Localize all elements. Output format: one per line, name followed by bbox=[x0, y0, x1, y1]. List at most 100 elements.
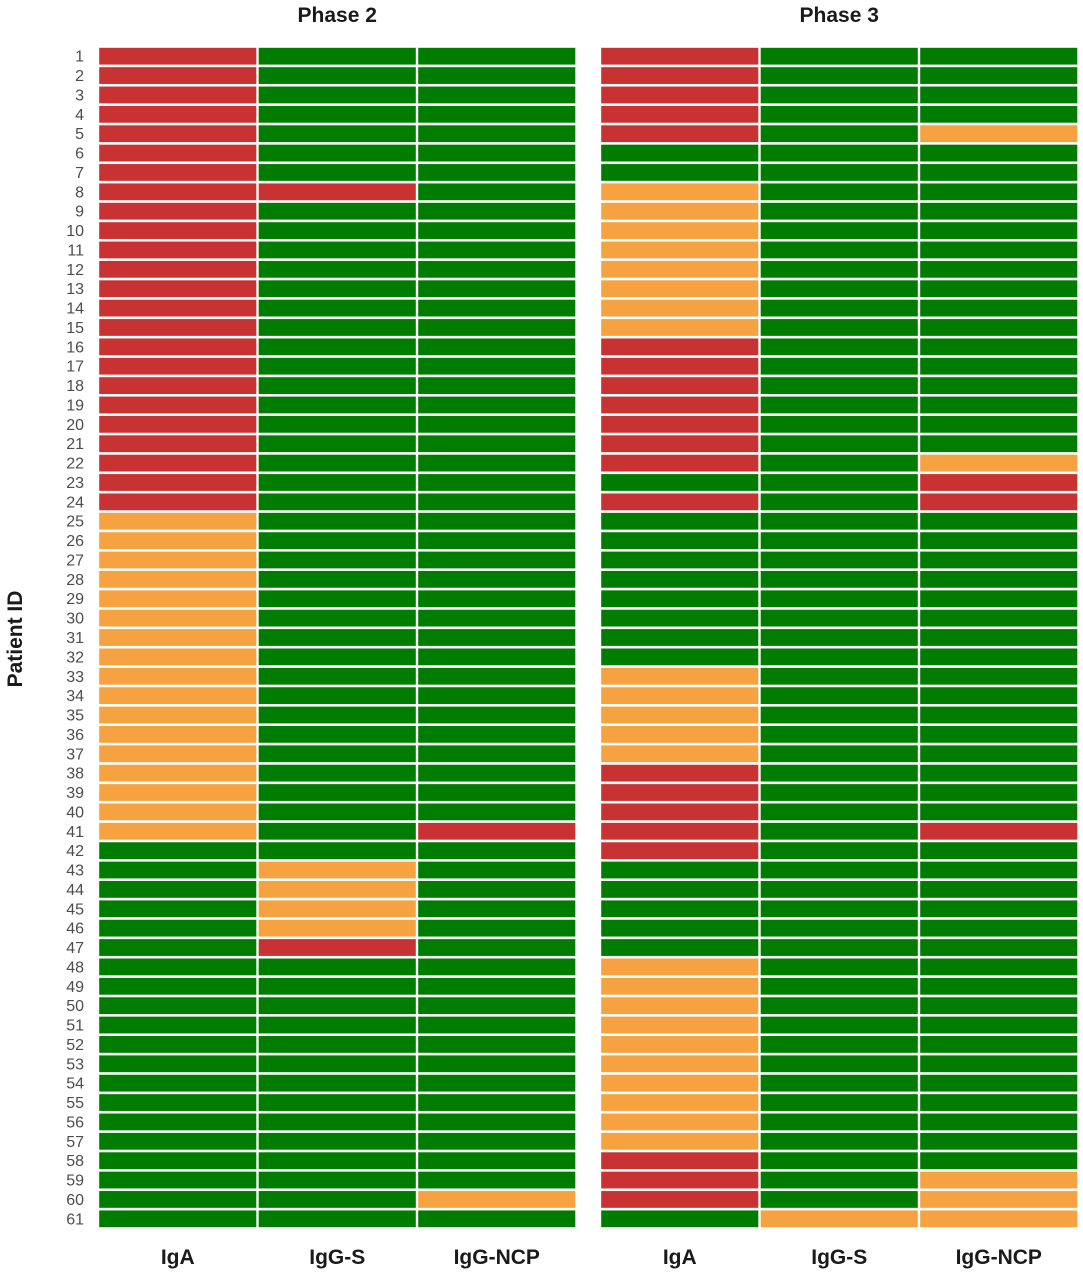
heatmap-cell bbox=[601, 900, 759, 918]
heatmap-cell bbox=[920, 803, 1078, 821]
heatmap-cell bbox=[760, 532, 918, 550]
heatmap-cell bbox=[920, 900, 1078, 918]
panel-title: Phase 3 bbox=[800, 4, 879, 27]
heatmap-cell bbox=[99, 1171, 257, 1189]
heatmap-cell bbox=[99, 861, 257, 879]
heatmap-cell bbox=[258, 919, 416, 937]
heatmap-cell bbox=[99, 396, 257, 414]
heatmap-cell bbox=[601, 1152, 759, 1170]
row-label: 49 bbox=[66, 979, 84, 996]
heatmap-cell bbox=[418, 260, 576, 278]
heatmap-cell bbox=[418, 939, 576, 956]
heatmap-cell bbox=[258, 202, 416, 220]
heatmap-cell bbox=[760, 202, 918, 220]
heatmap-cell bbox=[920, 784, 1078, 801]
row-label: 38 bbox=[66, 766, 84, 783]
heatmap-cell bbox=[418, 105, 576, 123]
heatmap-cell bbox=[258, 958, 416, 976]
heatmap-cell bbox=[418, 822, 576, 840]
heatmap-cell bbox=[920, 280, 1078, 298]
heatmap-cell bbox=[258, 512, 416, 530]
heatmap-cell bbox=[418, 1074, 576, 1092]
row-label: 32 bbox=[66, 649, 84, 666]
heatmap-cell bbox=[601, 881, 759, 898]
heatmap-cell bbox=[99, 474, 257, 491]
heatmap-cell bbox=[760, 125, 918, 143]
heatmap-cell bbox=[601, 125, 759, 143]
row-label: 51 bbox=[66, 1018, 84, 1035]
heatmap-cell bbox=[760, 493, 918, 511]
heatmap-cell bbox=[418, 1171, 576, 1189]
heatmap-cell bbox=[418, 493, 576, 511]
heatmap-cell bbox=[99, 1191, 257, 1208]
heatmap-cell bbox=[920, 435, 1078, 453]
heatmap-cell bbox=[418, 861, 576, 879]
heatmap-cell bbox=[418, 183, 576, 201]
heatmap-cell bbox=[258, 183, 416, 201]
heatmap-cell bbox=[418, 629, 576, 646]
heatmap-cell bbox=[418, 67, 576, 84]
heatmap-cell bbox=[258, 842, 416, 860]
heatmap-cell bbox=[760, 183, 918, 201]
heatmap-cell bbox=[601, 803, 759, 821]
heatmap-cell bbox=[760, 687, 918, 705]
heatmap-cell bbox=[99, 357, 257, 375]
heatmap-cell bbox=[418, 454, 576, 472]
column-label: IgG-NCP bbox=[454, 1246, 540, 1269]
heatmap-cell bbox=[418, 764, 576, 782]
heatmap-cell bbox=[99, 1036, 257, 1053]
heatmap-cell bbox=[601, 415, 759, 433]
heatmap-cell bbox=[760, 241, 918, 259]
row-label: 45 bbox=[66, 901, 84, 918]
heatmap-cell bbox=[99, 454, 257, 472]
heatmap-cell bbox=[99, 280, 257, 298]
heatmap-cell bbox=[258, 357, 416, 375]
heatmap-cell bbox=[99, 1016, 257, 1034]
heatmap-cell bbox=[920, 997, 1078, 1015]
heatmap-cell bbox=[418, 532, 576, 550]
heatmap-cell bbox=[99, 939, 257, 956]
heatmap-cell bbox=[920, 532, 1078, 550]
heatmap-cell bbox=[920, 725, 1078, 743]
heatmap-cell bbox=[99, 105, 257, 123]
heatmap-cell bbox=[99, 706, 257, 724]
heatmap-cell bbox=[418, 357, 576, 375]
row-label: 23 bbox=[66, 475, 84, 492]
heatmap-cell bbox=[920, 1132, 1078, 1150]
row-label: 25 bbox=[66, 514, 84, 531]
column-label: IgG-S bbox=[811, 1246, 867, 1269]
heatmap-cell bbox=[418, 202, 576, 220]
heatmap-cell bbox=[258, 1191, 416, 1208]
row-label: 53 bbox=[66, 1056, 84, 1073]
heatmap-cell bbox=[760, 1210, 918, 1228]
heatmap-cell bbox=[760, 357, 918, 375]
heatmap-cell bbox=[99, 551, 257, 569]
heatmap-cell bbox=[920, 629, 1078, 646]
row-label: 17 bbox=[66, 359, 84, 376]
heatmap-cell bbox=[760, 415, 918, 433]
heatmap-cell bbox=[760, 1132, 918, 1150]
heatmap-cell bbox=[920, 493, 1078, 511]
heatmap-cell bbox=[601, 551, 759, 569]
heatmap-cell bbox=[258, 454, 416, 472]
heatmap-cell bbox=[99, 842, 257, 860]
heatmap-cell bbox=[920, 474, 1078, 491]
heatmap-cell bbox=[760, 454, 918, 472]
heatmap-cell bbox=[760, 861, 918, 879]
heatmap-cell bbox=[601, 454, 759, 472]
heatmap-cell bbox=[760, 667, 918, 685]
heatmap-cell bbox=[99, 590, 257, 608]
heatmap-labels: Phase 2 IgA IgG-S IgG-NCP Phase 3 IgA IgG-S IgG… bbox=[66, 4, 1042, 1269]
heatmap-cell bbox=[601, 1094, 759, 1111]
heatmap-cell bbox=[258, 377, 416, 394]
row-label: 46 bbox=[66, 921, 84, 938]
heatmap-cell bbox=[418, 222, 576, 239]
heatmap-cell bbox=[418, 900, 576, 918]
heatmap-cell bbox=[258, 532, 416, 550]
heatmap-cell bbox=[258, 1132, 416, 1150]
heatmap-cell bbox=[920, 377, 1078, 394]
heatmap-cell bbox=[601, 919, 759, 937]
heatmap-cell bbox=[601, 202, 759, 220]
heatmap-cell bbox=[601, 396, 759, 414]
heatmap-cell bbox=[760, 958, 918, 976]
